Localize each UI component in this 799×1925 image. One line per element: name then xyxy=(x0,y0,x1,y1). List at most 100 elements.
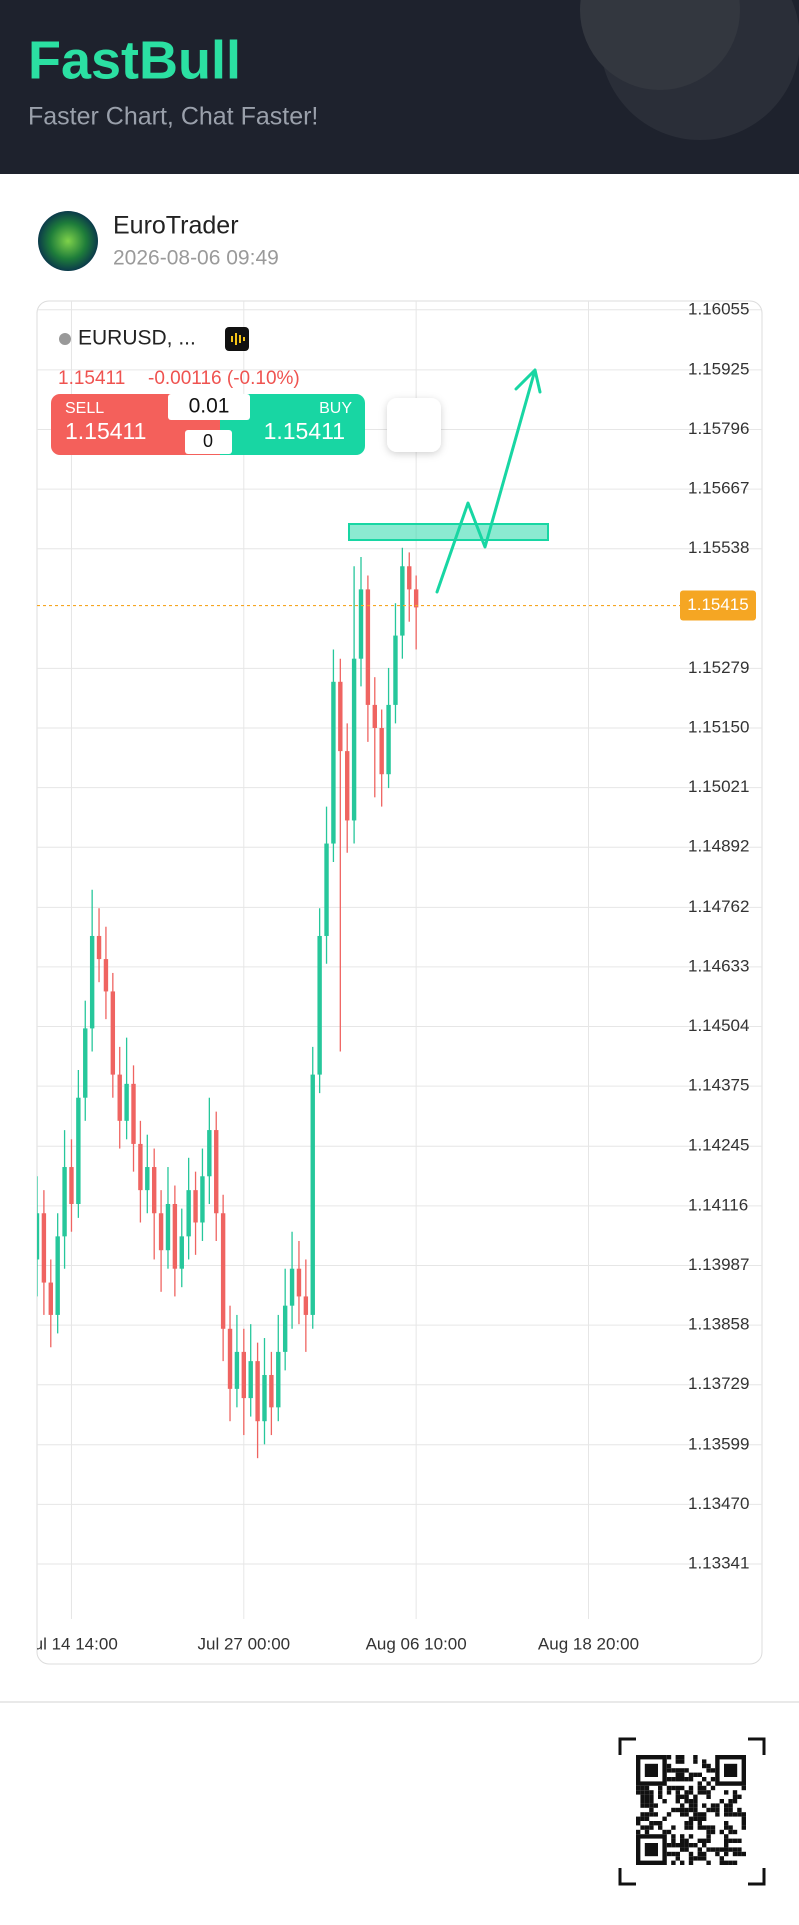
qr-cell xyxy=(688,1777,694,1782)
candle-body xyxy=(310,1074,315,1315)
avatar[interactable] xyxy=(38,211,98,271)
qr-cell xyxy=(666,1785,672,1791)
y-tick-label: 1.13599 xyxy=(688,1434,749,1453)
qr-cell xyxy=(666,1851,672,1857)
qr-cell xyxy=(693,1755,698,1760)
qr-cell xyxy=(636,1816,641,1821)
qr-cell xyxy=(658,1825,663,1830)
candle-body xyxy=(48,1282,53,1315)
projection-arrow xyxy=(435,368,542,594)
candle-body xyxy=(62,1167,67,1237)
qr-cell xyxy=(728,1803,733,1808)
qr-cell xyxy=(640,1794,645,1799)
qr-cell xyxy=(671,1777,676,1782)
qr-cell xyxy=(706,1790,711,1795)
chart-card xyxy=(36,300,763,1665)
qr-cell xyxy=(697,1838,702,1843)
qr-cell xyxy=(724,1838,729,1843)
qr-cell xyxy=(706,1794,711,1799)
symbol[interactable]: EURUSD, ... xyxy=(78,327,196,350)
qr-cell xyxy=(644,1825,650,1830)
candle-body xyxy=(179,1236,184,1269)
qr-cell xyxy=(644,1799,650,1804)
candle-body xyxy=(372,704,377,729)
qr-cell xyxy=(724,1860,729,1865)
buy-price: 1.15411 xyxy=(264,418,345,444)
qr-cell xyxy=(666,1755,672,1760)
y-tick-label: 1.15925 xyxy=(688,359,749,378)
qr-cell xyxy=(644,1829,650,1835)
qr-cell xyxy=(640,1790,645,1795)
author[interactable]: EuroTrader xyxy=(113,212,239,240)
candle-body xyxy=(131,1083,136,1144)
qr-cell xyxy=(702,1803,707,1808)
candle-body xyxy=(400,566,405,636)
qr-cell xyxy=(644,1790,650,1795)
qr-cell xyxy=(658,1821,663,1826)
qr-cell xyxy=(649,1799,654,1804)
qr-cell xyxy=(710,1803,716,1808)
qr-cell xyxy=(680,1807,685,1813)
qr-cell xyxy=(693,1843,698,1848)
qr-cell xyxy=(715,1803,720,1808)
qr-cell xyxy=(710,1777,716,1782)
qr-cell xyxy=(680,1794,685,1799)
qr-cell xyxy=(671,1768,676,1773)
qr-cell xyxy=(693,1856,698,1861)
qr-cell xyxy=(675,1794,680,1799)
qr-cell xyxy=(693,1803,698,1808)
qr-cell xyxy=(688,1799,694,1804)
y-tick-label: 1.13470 xyxy=(688,1494,749,1513)
qr-cell xyxy=(680,1847,685,1852)
qr-cell xyxy=(715,1847,720,1852)
candle-body xyxy=(151,1167,157,1214)
legend-dot xyxy=(59,333,71,345)
y-tick-label: 1.13729 xyxy=(688,1374,749,1393)
y-tick-label: 1.16055 xyxy=(688,299,749,318)
y-tick-label: 1.13858 xyxy=(688,1315,749,1334)
candle-body xyxy=(269,1374,274,1408)
qr-cell xyxy=(702,1812,707,1817)
qr-cell xyxy=(737,1807,742,1813)
candle-body xyxy=(110,991,116,1075)
qr-cell xyxy=(697,1812,702,1817)
qr-cell xyxy=(737,1794,742,1799)
candle-body xyxy=(96,935,102,960)
qr-cell xyxy=(710,1847,716,1852)
qr-cell xyxy=(732,1829,738,1835)
qr-cell xyxy=(671,1838,676,1843)
lot-input[interactable] xyxy=(168,394,250,420)
candle-body xyxy=(386,704,391,775)
resistance-box xyxy=(348,523,549,541)
candle-body xyxy=(255,1361,260,1422)
y-tick-label: 1.15796 xyxy=(688,419,749,438)
candle-body xyxy=(83,1028,88,1098)
candle-body xyxy=(324,843,329,936)
qr-cell xyxy=(666,1777,672,1782)
qr-cell xyxy=(675,1772,680,1777)
qr-cell xyxy=(719,1799,724,1804)
candle-body xyxy=(41,1213,47,1283)
qr-cell xyxy=(680,1803,685,1808)
qr-finder xyxy=(636,1754,667,1786)
qr-cell xyxy=(724,1807,729,1813)
qr-finder xyxy=(715,1754,747,1786)
buy-label: BUY xyxy=(319,400,352,417)
qr-cell xyxy=(675,1759,680,1764)
qr-cell xyxy=(702,1856,707,1861)
qr-cell xyxy=(684,1807,689,1813)
qr-cell xyxy=(684,1794,689,1799)
qr-cell xyxy=(649,1821,654,1826)
qr-cell xyxy=(732,1794,738,1799)
qr-cell xyxy=(662,1829,667,1835)
tool-button[interactable] xyxy=(387,398,441,452)
qr-cell xyxy=(732,1847,738,1852)
qr-cell xyxy=(693,1816,698,1821)
qr-cell xyxy=(688,1834,694,1839)
qr-cell xyxy=(671,1807,676,1813)
qr-cell xyxy=(636,1785,641,1791)
candle-body xyxy=(289,1268,295,1306)
qr-cell xyxy=(693,1759,698,1764)
qr-cell xyxy=(680,1772,685,1777)
